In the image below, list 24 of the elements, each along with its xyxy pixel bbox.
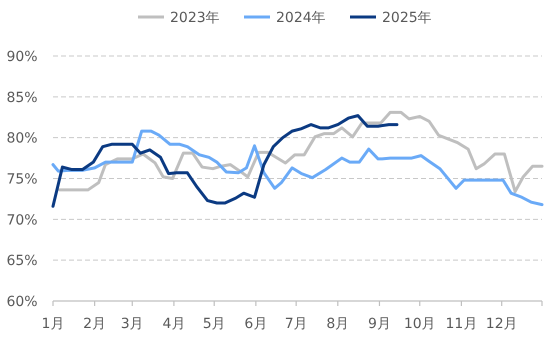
line-series [52, 114, 398, 208]
x-tick-label: 7月 [284, 316, 308, 332]
x-tick-label: 1月 [42, 316, 64, 332]
x-tick-label: 8月 [326, 316, 350, 332]
y-tick-label: 60% [6, 294, 38, 310]
y-tick-label: 65% [6, 253, 38, 270]
y-tick-label: 80% [6, 130, 38, 147]
x-tick-label: 3月 [120, 316, 144, 332]
line-series [52, 130, 544, 206]
x-tick-label: 11月 [445, 316, 478, 332]
x-tick-label: 5月 [202, 316, 226, 332]
y-tick-label: 85% [6, 90, 38, 106]
x-tick-label: 9月 [368, 316, 391, 332]
y-tick-label: 70% [6, 212, 38, 228]
y-tick-label: 90% [6, 49, 38, 65]
y-tick-label: 75% [6, 172, 38, 188]
x-tick-label: 6月 [244, 316, 268, 332]
x-tick-label: 12月 [486, 316, 518, 332]
legend-label: 2024年 [276, 10, 326, 26]
legend-label: 2023年 [170, 10, 220, 26]
x-tick-label: 4月 [162, 316, 186, 332]
legend-label: 2025年 [382, 10, 432, 26]
x-tick-label: 10月 [404, 316, 436, 332]
x-tick-label: 2月 [83, 316, 106, 332]
